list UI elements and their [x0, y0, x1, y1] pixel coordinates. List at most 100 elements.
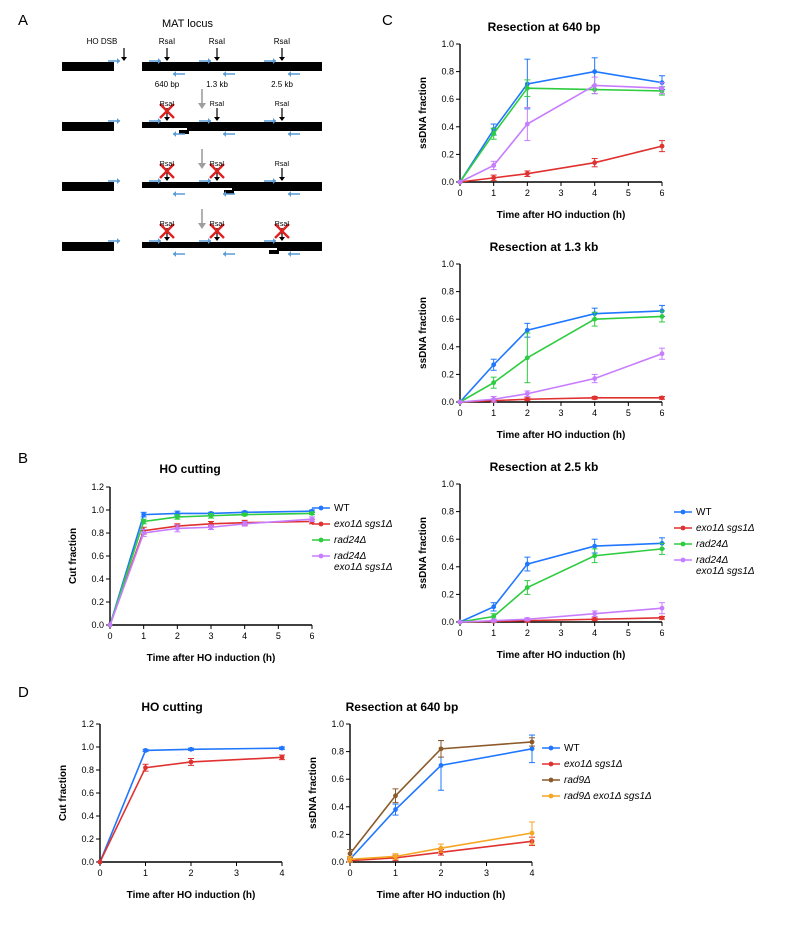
svg-text:6: 6 — [659, 188, 664, 198]
svg-text:0.4: 0.4 — [441, 122, 454, 132]
svg-text:RsaI: RsaI — [275, 101, 289, 108]
svg-text:RsaI: RsaI — [209, 37, 225, 46]
svg-text:6: 6 — [659, 628, 664, 638]
chart-resection-13: 01234560.00.20.40.60.81.0Time after HO i… — [412, 254, 672, 444]
svg-text:0.0: 0.0 — [441, 397, 454, 407]
svg-text:RsaI: RsaI — [274, 37, 290, 46]
svg-text:exo1Δ sgs1Δ: exo1Δ sgs1Δ — [696, 566, 755, 577]
svg-text:5: 5 — [626, 628, 631, 638]
svg-text:4: 4 — [242, 631, 247, 641]
panel-label-d: D — [18, 684, 29, 701]
svg-text:0: 0 — [107, 631, 112, 641]
svg-text:5: 5 — [626, 408, 631, 418]
svg-text:RsaI: RsaI — [275, 161, 289, 168]
svg-text:1.0: 1.0 — [441, 479, 454, 489]
svg-text:0.0: 0.0 — [81, 857, 94, 867]
svg-text:WT: WT — [696, 507, 712, 518]
svg-text:0.8: 0.8 — [441, 507, 454, 517]
chart-title-bcut: HO cutting — [130, 462, 250, 476]
svg-text:3: 3 — [558, 628, 563, 638]
svg-text:4: 4 — [592, 628, 597, 638]
svg-text:ssDNA fraction: ssDNA fraction — [418, 297, 429, 369]
svg-text:rad9Δ exo1Δ sgs1Δ: rad9Δ exo1Δ sgs1Δ — [564, 791, 652, 802]
svg-text:Time after HO induction (h): Time after HO induction (h) — [497, 210, 626, 221]
svg-text:0: 0 — [97, 868, 102, 878]
legend-d: WTexo1Δ sgs1Δrad9Δrad9Δ exo1Δ sgs1Δ — [542, 740, 712, 820]
svg-text:Cut fraction: Cut fraction — [58, 765, 69, 821]
svg-text:5: 5 — [276, 631, 281, 641]
legend-b: WTexo1Δ sgs1Δrad24Δrad24Δexo1Δ sgs1Δ — [312, 500, 422, 580]
svg-text:0.4: 0.4 — [81, 811, 94, 821]
svg-text:WT: WT — [334, 503, 350, 514]
svg-text:RsaI: RsaI — [210, 161, 224, 168]
chart-resection-25: 01234560.00.20.40.60.81.0Time after HO i… — [412, 474, 672, 664]
chart-title-c640: Resection at 640 bp — [464, 20, 624, 34]
svg-text:0.6: 0.6 — [91, 551, 104, 561]
svg-text:0.8: 0.8 — [91, 528, 104, 538]
svg-text:Cut fraction: Cut fraction — [68, 528, 79, 584]
svg-text:Time after HO induction (h): Time after HO induction (h) — [377, 890, 506, 901]
svg-text:1: 1 — [393, 868, 398, 878]
chart-title-c13: Resection at 1.3 kb — [464, 240, 624, 254]
svg-text:HO DSB: HO DSB — [87, 37, 118, 46]
chart-resection-640: 01234560.00.20.40.60.81.0Time after HO i… — [412, 34, 672, 224]
svg-text:4: 4 — [592, 408, 597, 418]
svg-text:0.4: 0.4 — [441, 562, 454, 572]
svg-text:exo1Δ sgs1Δ: exo1Δ sgs1Δ — [334, 562, 393, 573]
svg-text:2: 2 — [438, 868, 443, 878]
svg-text:rad24Δ: rad24Δ — [334, 535, 367, 546]
svg-text:4: 4 — [529, 868, 534, 878]
svg-text:5: 5 — [626, 188, 631, 198]
svg-text:0.2: 0.2 — [331, 829, 344, 839]
svg-text:0.8: 0.8 — [441, 67, 454, 77]
chart-ho-cutting-b: 01234560.00.20.40.60.81.01.2Time after H… — [62, 477, 322, 667]
svg-text:4: 4 — [592, 188, 597, 198]
svg-text:1: 1 — [491, 408, 496, 418]
svg-text:0.2: 0.2 — [91, 597, 104, 607]
svg-text:1.0: 1.0 — [331, 719, 344, 729]
panel-a-diagram: HO DSBRsaIRsaIRsaI640 bp1.3 kb2.5 kbRsaI… — [52, 34, 352, 304]
svg-text:WT: WT — [564, 743, 580, 754]
svg-text:rad24Δ: rad24Δ — [334, 551, 367, 562]
panel-label-c: C — [382, 12, 393, 29]
svg-text:4: 4 — [279, 868, 284, 878]
svg-text:RsaI: RsaI — [160, 101, 174, 108]
svg-text:0.2: 0.2 — [441, 589, 454, 599]
svg-text:1.2: 1.2 — [91, 482, 104, 492]
svg-text:0: 0 — [457, 408, 462, 418]
svg-text:1.2: 1.2 — [81, 719, 94, 729]
svg-text:0.4: 0.4 — [91, 574, 104, 584]
legend-c: WTexo1Δ sgs1Δrad24Δrad24Δexo1Δ sgs1Δ — [674, 504, 784, 584]
panel-label-a: A — [18, 12, 28, 29]
svg-text:0.0: 0.0 — [441, 177, 454, 187]
svg-text:0: 0 — [457, 628, 462, 638]
svg-text:3: 3 — [558, 188, 563, 198]
svg-text:ssDNA fraction: ssDNA fraction — [418, 77, 429, 149]
panel-label-b: B — [18, 450, 28, 467]
svg-text:Time after HO induction (h): Time after HO induction (h) — [497, 650, 626, 661]
chart-resection-640-d: 012340.00.20.40.60.81.0Time after HO ind… — [302, 714, 542, 904]
svg-text:2: 2 — [525, 408, 530, 418]
svg-text:Time after HO induction (h): Time after HO induction (h) — [147, 653, 276, 664]
svg-text:0.2: 0.2 — [441, 369, 454, 379]
svg-text:0.6: 0.6 — [81, 788, 94, 798]
svg-text:exo1Δ sgs1Δ: exo1Δ sgs1Δ — [334, 519, 393, 530]
svg-text:RsaI: RsaI — [210, 101, 224, 108]
svg-text:0.4: 0.4 — [331, 802, 344, 812]
svg-text:RsaI: RsaI — [159, 37, 175, 46]
svg-text:0.2: 0.2 — [81, 834, 94, 844]
svg-text:0.8: 0.8 — [441, 287, 454, 297]
svg-text:0.0: 0.0 — [441, 617, 454, 627]
figure: A B C D MAT locus HO DSBRsaIRsaIRsaI640 … — [12, 12, 774, 915]
chart-title-d640: Resection at 640 bp — [322, 700, 482, 714]
svg-text:1: 1 — [143, 868, 148, 878]
svg-text:1.3 kb: 1.3 kb — [206, 80, 228, 89]
svg-text:6: 6 — [309, 631, 314, 641]
svg-text:rad24Δ: rad24Δ — [696, 539, 729, 550]
svg-text:1.0: 1.0 — [441, 39, 454, 49]
svg-text:0.8: 0.8 — [331, 747, 344, 757]
svg-text:2: 2 — [525, 188, 530, 198]
mat-title: MAT locus — [162, 18, 213, 30]
svg-text:RsaI: RsaI — [160, 221, 174, 228]
svg-text:3: 3 — [558, 408, 563, 418]
